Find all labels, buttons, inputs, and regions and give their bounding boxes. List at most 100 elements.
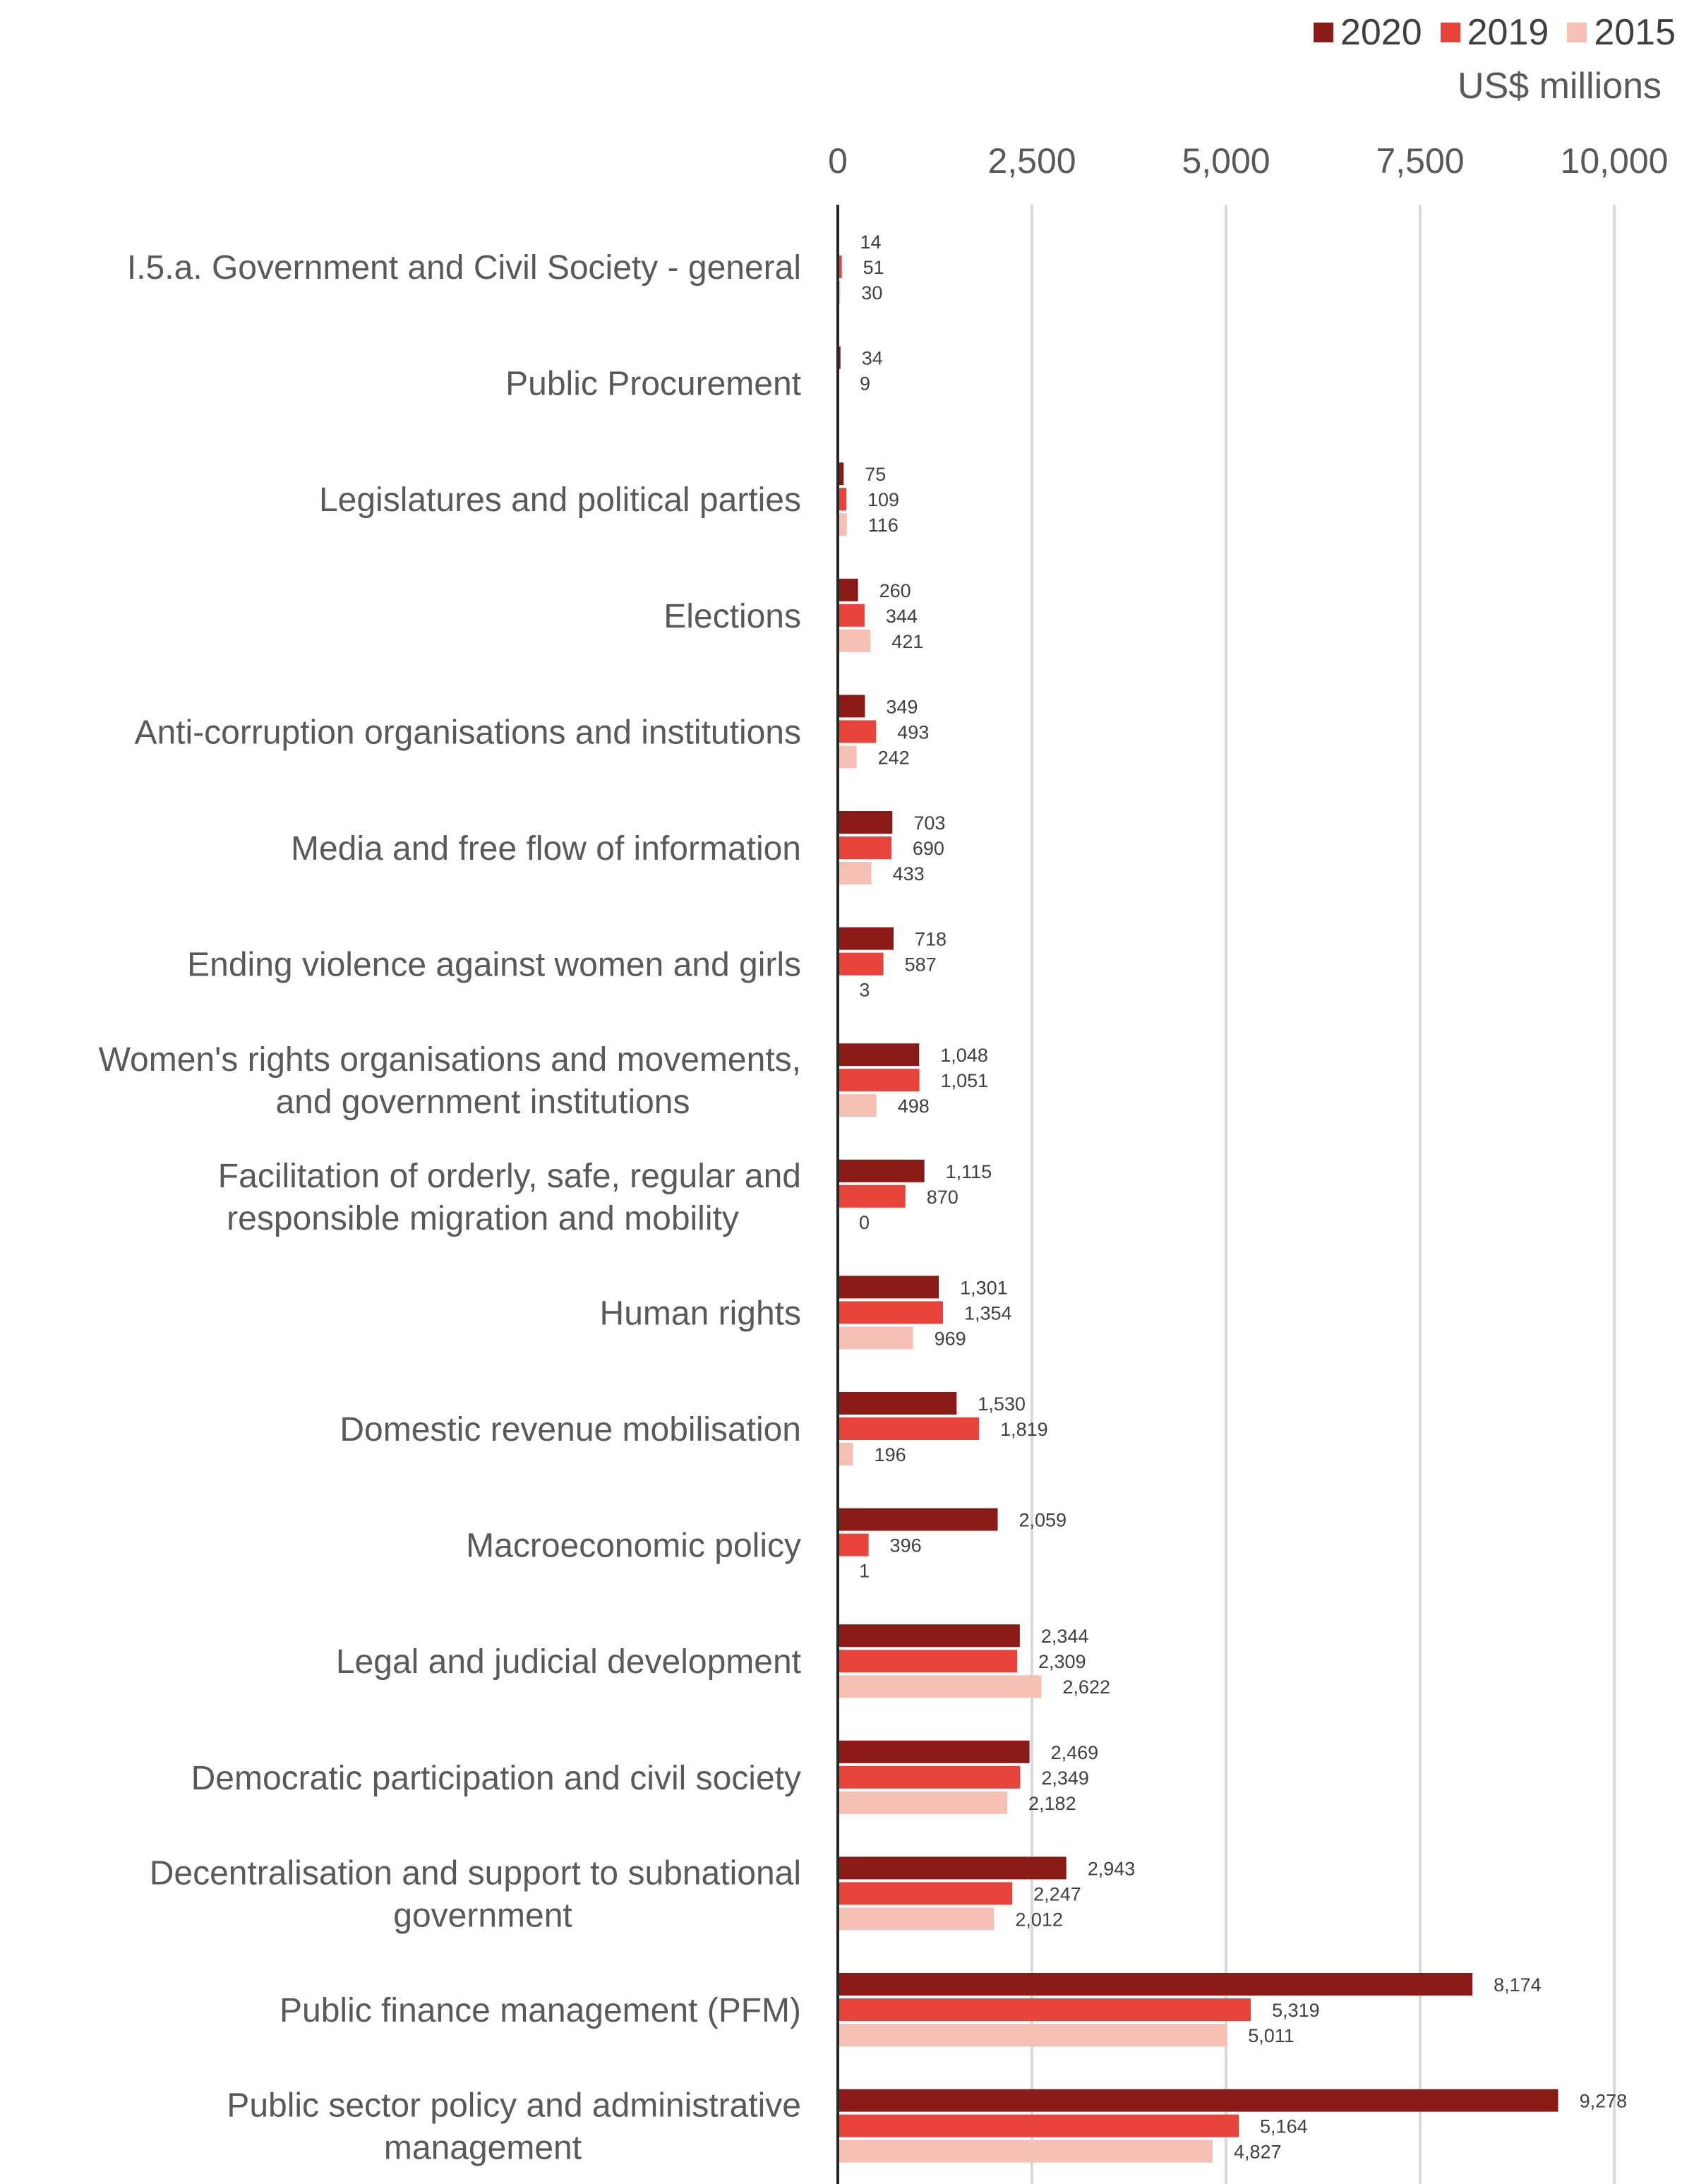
bar-2015 [838, 862, 872, 884]
category-label: Public sector policy and administrative [227, 2087, 801, 2125]
data-label-2019: 690 [913, 838, 944, 859]
x-tick-label: 5,000 [1182, 141, 1270, 181]
category-label: Public finance management (PFM) [280, 1992, 801, 2029]
bar-2020 [838, 1159, 925, 1182]
legend-label-2019: 2019 [1467, 12, 1549, 53]
category-label: Human rights [600, 1295, 801, 1332]
data-label-2015: 196 [875, 1444, 906, 1465]
data-label-2019: 493 [897, 721, 929, 743]
bar-2019 [838, 1882, 1013, 1905]
category-label: Media and free flow of information [291, 830, 801, 868]
data-label-2019: 5,164 [1260, 2116, 1308, 2137]
data-label-2020: 75 [865, 464, 886, 485]
data-label-2019: 51 [863, 257, 884, 278]
data-label-2015: 421 [891, 631, 923, 652]
data-label-2019: 587 [905, 954, 937, 976]
category-label: Public Procurement [505, 366, 801, 403]
data-label-2015: 3 [859, 980, 870, 1001]
category-label: government [393, 1897, 572, 1934]
bar-2015 [838, 2024, 1227, 2046]
data-label-2020: 14 [860, 232, 882, 253]
bar-2019 [838, 256, 842, 278]
category-label: Domestic revenue mobilisation [340, 1411, 801, 1448]
data-label-2020: 2,059 [1019, 1510, 1067, 1531]
legend-swatch-2019 [1440, 23, 1460, 42]
legend-swatch-2020 [1313, 23, 1333, 42]
bar-2019 [838, 1069, 920, 1092]
data-label-2015: 2,182 [1028, 1793, 1076, 1814]
bar-2019 [838, 1650, 1017, 1673]
data-label-2015: 2,012 [1015, 1909, 1063, 1930]
bar-2019 [838, 1765, 1021, 1789]
data-label-2020: 1,048 [940, 1045, 988, 1066]
data-label-2020: 703 [913, 812, 945, 834]
bar-2015 [838, 513, 847, 536]
data-label-2020: 1,301 [960, 1277, 1008, 1298]
bar-2020 [838, 695, 865, 718]
bar-2020 [838, 1624, 1020, 1648]
data-label-2020: 9,278 [1580, 2091, 1628, 2112]
data-label-2019: 9 [860, 373, 870, 395]
bar-2019 [838, 1533, 869, 1556]
legend-item-2015: 2015 [1567, 11, 1676, 54]
bar-2020 [838, 1856, 1067, 1880]
data-label-2015: 0 [859, 1212, 870, 1233]
category-label: Macroeconomic policy [466, 1528, 801, 1565]
bar-2019 [838, 1998, 1251, 2021]
bar-2020 [838, 578, 858, 601]
data-label-2019: 1,819 [1000, 1419, 1048, 1440]
data-label-2020: 2,344 [1041, 1626, 1089, 1647]
bar-2015 [838, 1791, 1008, 1814]
bar-2019 [838, 1417, 980, 1440]
data-label-2020: 349 [886, 696, 918, 717]
bar-2019 [838, 604, 865, 627]
category-label: Women's rights organisations and movemen… [99, 1041, 801, 1079]
bar-2019 [838, 720, 877, 743]
category-label: Decentralisation and support to subnatio… [150, 1854, 801, 1892]
bar-2020 [838, 1392, 957, 1415]
legend-label-2015: 2015 [1594, 12, 1676, 53]
data-label-2015: 242 [878, 747, 910, 768]
category-label: Elections [663, 598, 801, 635]
category-label: Legal and judicial development [336, 1643, 801, 1681]
bar-2020 [838, 1973, 1473, 1996]
legend-label-2020: 2020 [1340, 12, 1422, 53]
data-label-2020: 2,469 [1051, 1742, 1099, 1763]
bar-2019 [838, 836, 891, 859]
category-label: Democratic participation and civil socie… [191, 1760, 801, 1797]
data-label-2015: 2,622 [1062, 1676, 1110, 1698]
legend: 2020 2019 2015 [1302, 11, 1676, 54]
data-label-2015: 30 [861, 282, 882, 304]
category-label: Facilitation of orderly, safe, regular a… [218, 1158, 801, 1195]
legend-item-2019: 2019 [1440, 11, 1549, 54]
x-tick-label: 10,000 [1561, 141, 1669, 181]
category-label: Legislatures and political parties [319, 481, 801, 519]
bar-2020 [838, 2089, 1558, 2112]
data-label-2020: 718 [915, 929, 947, 950]
category-label: Anti-corruption organisations and instit… [134, 714, 801, 751]
bar-2019 [838, 1184, 906, 1208]
bar-2015 [838, 1094, 877, 1117]
data-label-2015: 1 [859, 1561, 870, 1582]
bar-2020 [838, 1276, 939, 1299]
bar-2015 [838, 745, 857, 769]
data-label-2019: 396 [890, 1535, 922, 1556]
bar-2015 [838, 629, 871, 652]
category-label: responsible migration and mobility [227, 1200, 739, 1237]
legend-item-2020: 2020 [1313, 11, 1422, 54]
bar-2015 [838, 2140, 1213, 2163]
bar-2020 [838, 811, 893, 834]
bar-2019 [838, 488, 846, 511]
data-label-2019: 344 [886, 606, 918, 627]
bar-2015 [838, 1326, 913, 1350]
bar-2020 [838, 1740, 1030, 1763]
data-label-2015: 4,827 [1234, 2142, 1282, 2163]
bar-2019 [838, 1301, 943, 1324]
category-label: I.5.a. Government and Civil Society - ge… [127, 249, 801, 287]
bar-2020 [838, 1508, 998, 1531]
data-label-2015: 5,011 [1248, 2025, 1294, 2046]
data-label-2019: 2,309 [1038, 1651, 1086, 1672]
data-label-2020: 34 [862, 348, 883, 369]
data-label-2019: 870 [927, 1187, 959, 1208]
